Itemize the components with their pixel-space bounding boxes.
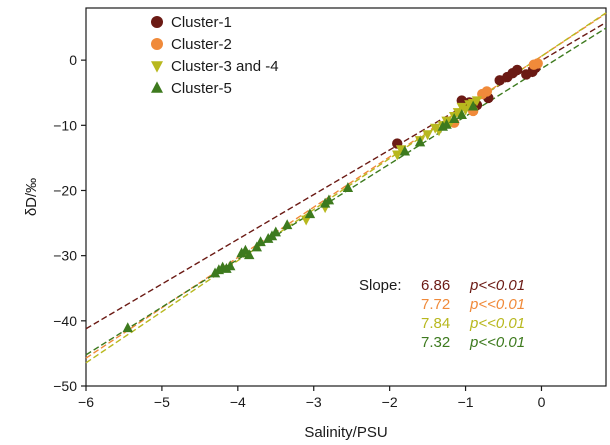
y-tick-label: −20 (53, 182, 77, 198)
x-tick-label: 0 (538, 394, 546, 410)
point-cluster-3-and-4 (471, 96, 483, 107)
point-cluster-5 (456, 109, 467, 120)
point-cluster-5 (270, 226, 281, 237)
slope-value: 7.84 (421, 315, 450, 332)
x-tick-label: −4 (230, 394, 246, 410)
legend-marker (151, 61, 163, 73)
p-value: p<<0.01 (469, 277, 525, 294)
x-tick-label: −3 (306, 394, 322, 410)
x-tick-label: −1 (458, 394, 474, 410)
point-cluster-2 (481, 86, 493, 97)
legend-marker (151, 81, 163, 93)
y-axis-ticks: −50 −40 −30 −20 −10 0 (53, 52, 86, 394)
point-cluster-3-and-4 (452, 108, 464, 119)
legend-marker (151, 16, 163, 28)
point-cluster-5 (414, 136, 426, 147)
fit-line-cluster-1 (85, 21, 607, 330)
x-tick-label: −6 (78, 394, 94, 410)
point-cluster-3-and-4 (392, 150, 403, 161)
y-tick-label: −50 (53, 378, 77, 394)
legend-marker (151, 38, 163, 50)
y-tick-label: −30 (53, 248, 77, 264)
point-cluster-5 (342, 182, 354, 193)
legend-label: Cluster-3 and -4 (171, 58, 279, 75)
point-cluster-5 (441, 118, 452, 129)
p-value: p<<0.01 (469, 296, 525, 313)
slope-value: 7.72 (421, 296, 450, 313)
point-cluster-5 (323, 194, 335, 205)
point-cluster-3-and-4 (300, 215, 312, 226)
p-value: p<<0.01 (469, 315, 525, 332)
point-cluster-5 (255, 236, 266, 247)
y-axis-title: δD/‰ (23, 178, 40, 216)
x-axis-title: Salinity/PSU (304, 424, 387, 441)
point-cluster-2 (532, 58, 543, 69)
point-cluster-5 (304, 208, 316, 219)
slope-value: 6.86 (421, 277, 450, 294)
point-cluster-1 (511, 64, 523, 76)
point-cluster-5 (467, 100, 479, 111)
p-value: p<<0.01 (469, 334, 525, 351)
legend-label: Cluster-2 (171, 36, 232, 53)
x-tick-label: −5 (154, 394, 170, 410)
slope-annotations: Slope: 6.86 p<<0.01 7.72 p<<0.01 7.84 p<<0.01… (359, 277, 525, 351)
point-cluster-3-and-4 (460, 105, 471, 116)
y-tick-label: −10 (53, 117, 77, 133)
slope-label: Slope: (359, 277, 402, 294)
slope-value: 7.32 (421, 334, 450, 351)
point-cluster-5 (244, 249, 255, 260)
point-cluster-5 (122, 322, 133, 333)
point-cluster-5 (251, 241, 263, 252)
x-tick-label: −2 (382, 394, 398, 410)
x-axis-ticks: −6 −5 −4 −3 −2 −1 0 (78, 386, 546, 410)
data-points (122, 58, 543, 333)
point-cluster-5 (225, 260, 236, 271)
point-cluster-3-and-4 (395, 145, 407, 156)
point-cluster-5 (448, 113, 460, 123)
legend-label: Cluster-1 (171, 14, 232, 31)
plot-frame (85, 7, 607, 387)
point-cluster-3-and-4 (422, 130, 433, 141)
y-tick-label: −40 (53, 313, 77, 329)
point-cluster-5 (399, 145, 411, 156)
y-tick-label: 0 (69, 52, 77, 68)
legend: Cluster-1 Cluster-2 Cluster-3 and -4 Cluste… (151, 14, 279, 97)
point-cluster-5 (281, 219, 293, 230)
legend-label: Cluster-5 (171, 80, 232, 97)
